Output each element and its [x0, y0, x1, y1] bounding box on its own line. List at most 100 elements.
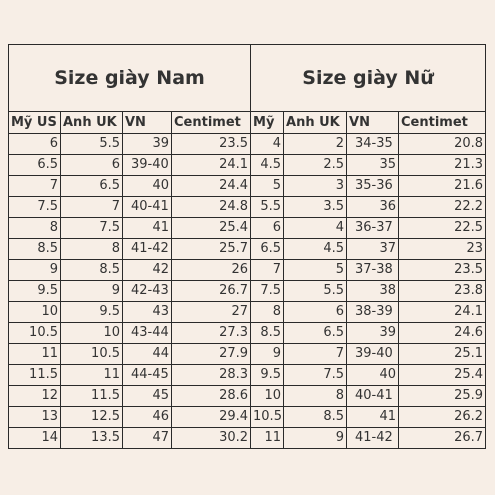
men-cell-vn: 44-45: [122, 364, 172, 386]
table-row: 10 9.5 43 27 8 6 38-39 24.1: [8, 301, 487, 323]
women-cell-us: 6.5: [250, 238, 285, 260]
men-cell-uk: 8: [60, 238, 123, 260]
men-cell-uk: 5.5: [60, 133, 123, 155]
table-row: 6 5.5 39 23.5 4 2 34-35 20.8: [8, 133, 487, 155]
women-cell-uk: 3: [283, 175, 348, 197]
men-cell-cm: 24.1: [170, 154, 252, 176]
women-cell-vn: 35: [346, 154, 400, 176]
women-cell-us: 8.5: [250, 322, 285, 344]
table-row: 9 8.5 42 26 7 5 37-38 23.5: [8, 259, 487, 281]
women-cell-vn: 41: [346, 406, 400, 428]
men-cell-us: 11.5: [8, 364, 61, 386]
men-cell-us: 6: [8, 133, 61, 155]
table-row: 7.5 7 40-41 24.8 5.5 3.5 36 22.2: [8, 196, 487, 218]
table-row: 13 12.5 46 29.4 10.5 8.5 41 26.2: [8, 406, 487, 428]
men-cell-cm: 28.6: [170, 385, 252, 407]
men-cell-cm: 30.2: [170, 427, 252, 449]
size-chart-table-container: Size giày Nam Size giày Nữ Mỹ US Anh UK …: [7, 44, 487, 450]
women-cell-cm: 24.6: [398, 322, 487, 344]
women-header-us: Mỹ: [250, 111, 285, 134]
men-cell-cm: 26.7: [170, 280, 252, 302]
women-cell-cm: 20.8: [398, 133, 487, 155]
men-cell-uk: 8.5: [60, 259, 123, 281]
men-cell-us: 7: [8, 175, 61, 197]
table-row: 8.5 8 41-42 25.7 6.5 4.5 37 23: [8, 238, 487, 260]
size-chart-table: Size giày Nam Size giày Nữ Mỹ US Anh UK …: [7, 44, 487, 449]
women-cell-us: 10.5: [250, 406, 285, 428]
women-cell-us: 5: [250, 175, 285, 197]
table-row: 9.5 9 42-43 26.7 7.5 5.5 38 23.8: [8, 280, 487, 302]
men-cell-cm: 26: [170, 259, 252, 281]
men-cell-cm: 25.4: [170, 217, 252, 239]
women-cell-cm: 25.9: [398, 385, 487, 407]
women-cell-cm: 23: [398, 238, 487, 260]
women-cell-vn: 39: [346, 322, 400, 344]
header-row: Mỹ US Anh UK VN Centimet Mỹ Anh UK VN Ce…: [8, 111, 487, 134]
men-cell-vn: 44: [122, 343, 172, 365]
women-cell-vn: 36-37: [346, 217, 400, 239]
women-header-uk: Anh UK: [283, 111, 348, 134]
women-cell-cm: 24.1: [398, 301, 487, 323]
women-cell-uk: 2.5: [283, 154, 348, 176]
women-cell-cm: 23.5: [398, 259, 487, 281]
table-row: 14 13.5 47 30.2 11 9 41-42 26.7: [8, 427, 487, 449]
men-cell-uk: 6: [60, 154, 123, 176]
men-cell-us: 8: [8, 217, 61, 239]
women-cell-vn: 38-39: [346, 301, 400, 323]
men-cell-vn: 40: [122, 175, 172, 197]
men-cell-uk: 11.5: [60, 385, 123, 407]
women-cell-us: 7.5: [250, 280, 285, 302]
women-cell-uk: 6: [283, 301, 348, 323]
women-cell-cm: 21.6: [398, 175, 487, 197]
men-cell-us: 13: [8, 406, 61, 428]
men-header-vn: VN: [122, 111, 172, 134]
women-cell-us: 7: [250, 259, 285, 281]
women-cell-vn: 39-40: [346, 343, 400, 365]
women-cell-uk: 7.5: [283, 364, 348, 386]
women-cell-vn: 34-35: [346, 133, 400, 155]
men-cell-vn: 43: [122, 301, 172, 323]
women-cell-cm: 23.8: [398, 280, 487, 302]
women-cell-uk: 3.5: [283, 196, 348, 218]
women-cell-uk: 4: [283, 217, 348, 239]
women-cell-uk: 7: [283, 343, 348, 365]
men-cell-us: 7.5: [8, 196, 61, 218]
table-row: 7 6.5 40 24.4 5 3 35-36 21.6: [8, 175, 487, 197]
women-cell-cm: 25.1: [398, 343, 487, 365]
title-row: Size giày Nam Size giày Nữ: [7, 44, 487, 112]
women-cell-uk: 5: [283, 259, 348, 281]
women-cell-us: 4.5: [250, 154, 285, 176]
men-cell-us: 14: [8, 427, 61, 449]
women-cell-uk: 4.5: [283, 238, 348, 260]
men-title: Size giày Nam: [7, 44, 252, 112]
men-cell-vn: 39: [122, 133, 172, 155]
men-cell-cm: 24.4: [170, 175, 252, 197]
women-cell-cm: 22.5: [398, 217, 487, 239]
men-header-uk: Anh UK: [60, 111, 123, 134]
men-cell-vn: 43-44: [122, 322, 172, 344]
men-cell-vn: 41-42: [122, 238, 172, 260]
men-cell-cm: 23.5: [170, 133, 252, 155]
men-cell-us: 10: [8, 301, 61, 323]
women-cell-us: 9.5: [250, 364, 285, 386]
men-cell-uk: 13.5: [60, 427, 123, 449]
women-cell-vn: 37: [346, 238, 400, 260]
men-cell-cm: 27.3: [170, 322, 252, 344]
men-header-cm: Centimet: [170, 111, 252, 134]
men-cell-cm: 28.3: [170, 364, 252, 386]
women-cell-us: 5.5: [250, 196, 285, 218]
women-cell-us: 11: [250, 427, 285, 449]
men-cell-uk: 12.5: [60, 406, 123, 428]
men-cell-vn: 40-41: [122, 196, 172, 218]
table-row: 11 10.5 44 27.9 9 7 39-40 25.1: [8, 343, 487, 365]
women-cell-vn: 35-36: [346, 175, 400, 197]
men-cell-vn: 41: [122, 217, 172, 239]
men-cell-us: 10.5: [8, 322, 61, 344]
table-row: 11.5 11 44-45 28.3 9.5 7.5 40 25.4: [8, 364, 487, 386]
men-cell-uk: 10.5: [60, 343, 123, 365]
men-cell-vn: 47: [122, 427, 172, 449]
men-cell-vn: 42-43: [122, 280, 172, 302]
men-header-us: Mỹ US: [8, 111, 61, 134]
men-cell-vn: 46: [122, 406, 172, 428]
table-row: 10.5 10 43-44 27.3 8.5 6.5 39 24.6: [8, 322, 487, 344]
